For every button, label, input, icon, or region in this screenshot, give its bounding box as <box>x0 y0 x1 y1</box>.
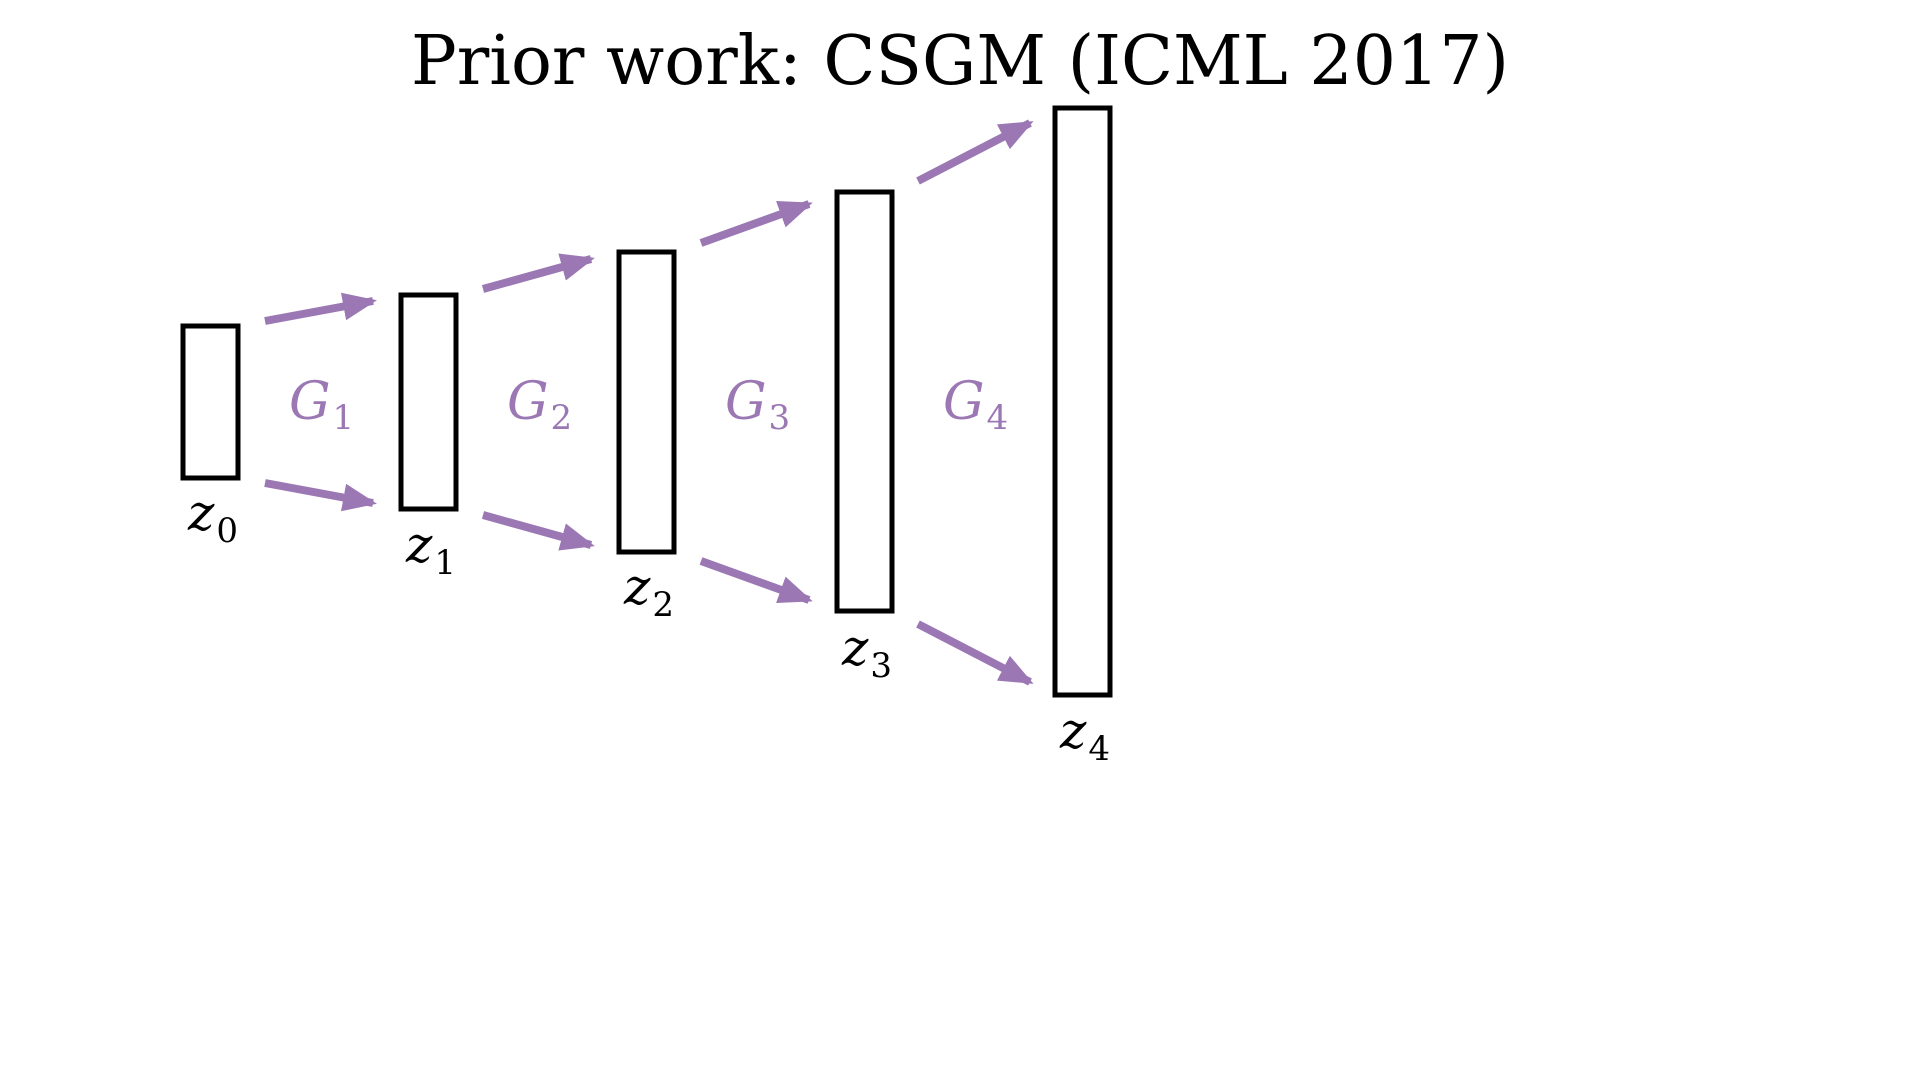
arrow-g3-bottom <box>699 557 813 604</box>
latent-subscript: 3 <box>870 646 892 686</box>
arrow-g1-top <box>264 292 377 325</box>
latent-label-z2: z2 <box>623 558 674 625</box>
latent-subscript: 4 <box>1088 729 1110 769</box>
arrow-g2-top <box>481 253 595 293</box>
generator-subscript: 3 <box>769 398 791 438</box>
latent-subscript: 1 <box>434 543 456 583</box>
generator-subscript: 4 <box>987 398 1009 438</box>
latent-symbol: z <box>623 558 651 616</box>
latent-label-z4: z4 <box>1059 702 1110 769</box>
arrow-g3-top <box>699 200 813 247</box>
generator-symbol: G <box>289 372 331 432</box>
generator-subscript: 1 <box>333 398 355 438</box>
arrow-g2-bottom <box>481 511 595 551</box>
generator-label-g3: G3 <box>725 372 790 438</box>
latent-subscript: 2 <box>652 585 674 625</box>
generator-symbol: G <box>943 372 985 432</box>
slide-title: Prior work: CSGM (ICML 2017) <box>410 22 1510 101</box>
latent-box-z4 <box>1052 105 1113 698</box>
latent-label-z3: z3 <box>841 619 892 686</box>
latent-label-z0: z0 <box>187 484 238 551</box>
latent-symbol: z <box>1059 702 1087 760</box>
latent-label-z1: z1 <box>405 516 456 583</box>
latent-box-z0 <box>180 323 241 481</box>
latent-symbol: z <box>187 484 215 542</box>
latent-symbol: z <box>405 516 433 574</box>
latent-subscript: 0 <box>216 511 238 551</box>
arrow-g4-top <box>916 119 1034 185</box>
generator-label-g2: G2 <box>507 372 572 438</box>
latent-box-z1 <box>398 292 459 512</box>
generator-subscript: 2 <box>551 398 573 438</box>
arrow-g1-bottom <box>264 479 377 512</box>
latent-box-z3 <box>834 189 895 614</box>
latent-box-z2 <box>616 249 677 555</box>
generator-label-g1: G1 <box>289 372 354 438</box>
generator-symbol: G <box>725 372 767 432</box>
latent-symbol: z <box>841 619 869 677</box>
generator-label-g4: G4 <box>943 372 1008 438</box>
arrow-g4-bottom <box>916 620 1034 686</box>
generator-symbol: G <box>507 372 549 432</box>
